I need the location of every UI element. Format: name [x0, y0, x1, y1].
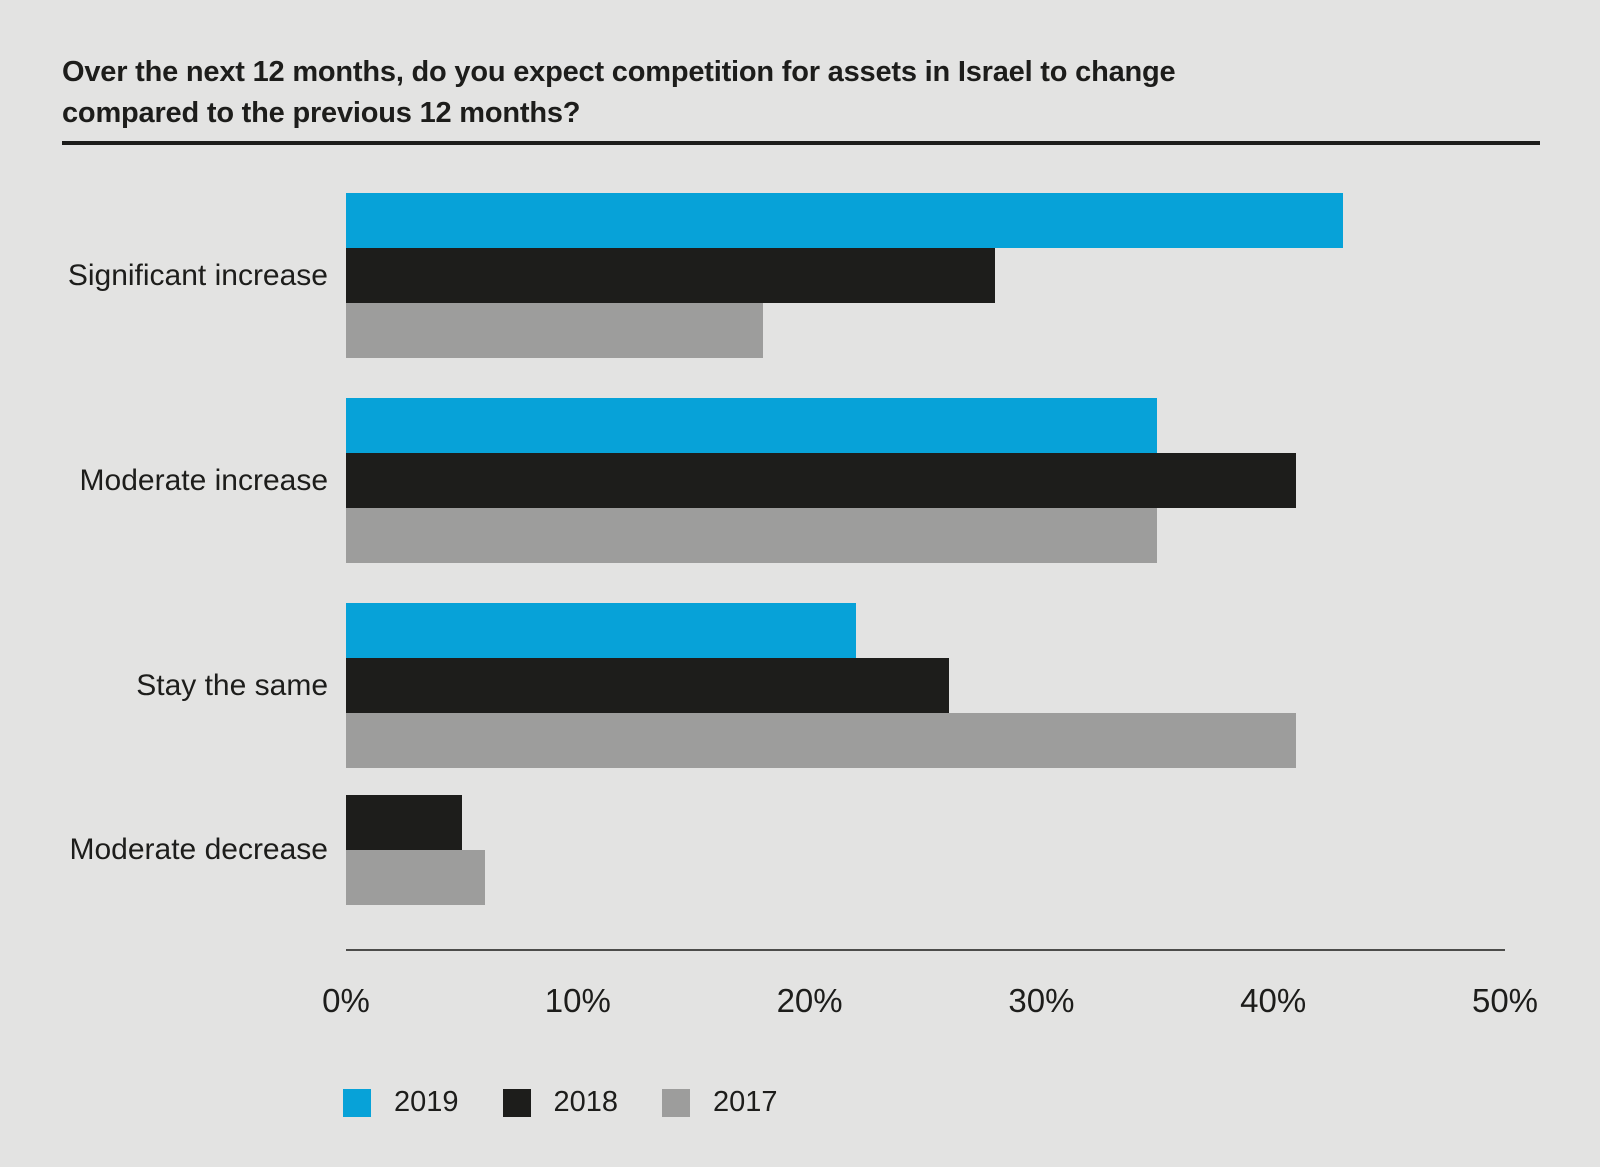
x-axis-line [346, 949, 1505, 951]
bar-2017-stay-the-same [346, 713, 1297, 768]
bar-2018-stay-the-same [346, 658, 949, 713]
chart-title: Over the next 12 months, do you expect c… [62, 52, 1542, 134]
category-label-moderate-increase: Moderate increase [79, 463, 328, 497]
chart-title-line-2: compared to the previous 12 months? [62, 97, 581, 129]
x-tick-label-30-: 30% [1008, 982, 1075, 1019]
legend-label-2017: 2017 [713, 1086, 778, 1118]
category-label-stay-the-same: Stay the same [136, 668, 328, 702]
bar-2018-moderate-decrease [346, 795, 462, 850]
x-tick-label-10-: 10% [544, 982, 611, 1019]
legend-item-2019: 2019 [343, 1086, 459, 1119]
legend-label-2018: 2018 [553, 1086, 619, 1118]
bar-2018-moderate-increase [346, 453, 1297, 508]
legend-swatch-2018 [502, 1088, 531, 1117]
bar-2019-stay-the-same [346, 603, 856, 658]
legend-label-2019: 2019 [394, 1086, 459, 1118]
legend-item-2017: 2017 [662, 1086, 778, 1119]
legend: 2019 2018 2017 [343, 1086, 778, 1119]
category-label-moderate-decrease: Moderate decrease [69, 833, 329, 866]
bar-2017-moderate-decrease [346, 850, 486, 905]
x-tick-label-50-: 50% [1471, 982, 1539, 1019]
legend-swatch-2017 [662, 1088, 691, 1117]
bar-2017-moderate-increase [346, 508, 1158, 563]
chart-title-line-1: Over the next 12 months, do you expect c… [62, 56, 1176, 88]
bar-2019-significant-increase [346, 193, 1343, 248]
bar-2019-moderate-increase [346, 398, 1158, 453]
bar-2018-significant-increase [346, 248, 996, 303]
bar-2017-significant-increase [346, 303, 764, 358]
x-tick-label-40-: 40% [1240, 982, 1307, 1019]
legend-item-2018: 2018 [502, 1086, 619, 1119]
x-tick-label-0-: 0% [322, 982, 370, 1019]
title-rule [62, 141, 1540, 145]
legend-swatch-2019 [343, 1088, 371, 1117]
category-label-significant-increase: Significant increase [67, 258, 328, 292]
x-tick-label-20-: 20% [776, 982, 843, 1019]
